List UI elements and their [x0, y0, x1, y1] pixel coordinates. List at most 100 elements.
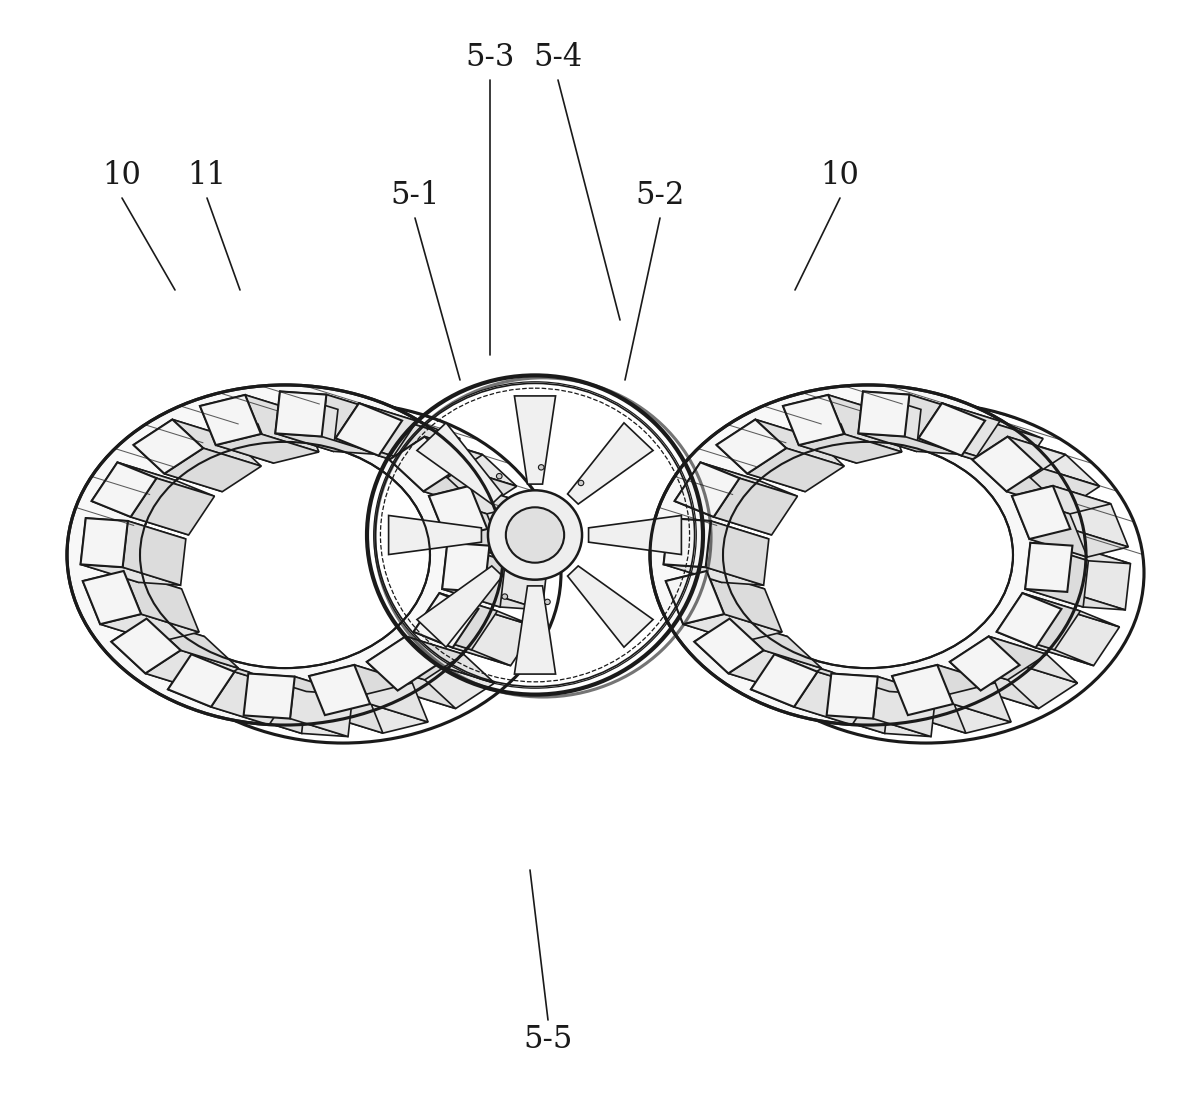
Polygon shape [950, 637, 1019, 691]
Polygon shape [168, 654, 249, 707]
Text: 5-4: 5-4 [533, 42, 582, 73]
Polygon shape [111, 642, 204, 692]
Polygon shape [664, 518, 710, 567]
Polygon shape [950, 637, 1047, 680]
Polygon shape [863, 392, 968, 413]
Polygon shape [701, 463, 798, 496]
Polygon shape [200, 395, 303, 424]
Polygon shape [335, 403, 417, 456]
Ellipse shape [502, 593, 508, 599]
Polygon shape [111, 619, 181, 673]
Polygon shape [568, 423, 653, 504]
Polygon shape [389, 436, 483, 478]
Text: 10: 10 [103, 159, 141, 190]
Polygon shape [919, 403, 985, 456]
Polygon shape [1030, 542, 1131, 563]
Polygon shape [962, 421, 1043, 474]
Text: 11: 11 [188, 159, 226, 190]
Polygon shape [355, 665, 428, 722]
Polygon shape [514, 396, 556, 484]
Polygon shape [367, 637, 436, 691]
Polygon shape [783, 395, 887, 424]
Polygon shape [666, 581, 742, 642]
Ellipse shape [140, 442, 430, 669]
Polygon shape [919, 438, 1019, 474]
Polygon shape [751, 690, 852, 725]
Polygon shape [101, 614, 199, 642]
Polygon shape [406, 637, 495, 683]
Polygon shape [145, 650, 238, 692]
Polygon shape [442, 542, 490, 592]
Polygon shape [827, 673, 889, 734]
Polygon shape [122, 521, 186, 586]
Polygon shape [1012, 486, 1070, 539]
Polygon shape [751, 654, 833, 707]
Polygon shape [1006, 468, 1100, 509]
Polygon shape [413, 632, 510, 665]
Polygon shape [276, 392, 326, 436]
Polygon shape [335, 438, 436, 474]
Polygon shape [666, 571, 724, 624]
Polygon shape [168, 654, 235, 707]
Polygon shape [1025, 542, 1088, 607]
Polygon shape [429, 486, 488, 539]
Polygon shape [243, 673, 307, 734]
Polygon shape [1012, 486, 1111, 514]
Polygon shape [453, 609, 537, 665]
Polygon shape [168, 690, 270, 725]
Polygon shape [146, 619, 238, 669]
Polygon shape [1022, 593, 1119, 627]
Polygon shape [973, 436, 1042, 492]
Polygon shape [728, 650, 822, 692]
Polygon shape [783, 406, 857, 463]
Polygon shape [997, 593, 1081, 650]
Polygon shape [873, 676, 936, 736]
Polygon shape [942, 403, 1043, 438]
Polygon shape [276, 433, 380, 455]
Polygon shape [908, 704, 1011, 733]
Polygon shape [997, 632, 1094, 665]
Polygon shape [748, 448, 845, 492]
Polygon shape [133, 420, 204, 474]
Polygon shape [389, 436, 459, 492]
Polygon shape [919, 403, 1000, 456]
Polygon shape [774, 654, 876, 690]
Polygon shape [893, 665, 954, 715]
Polygon shape [858, 392, 921, 452]
Polygon shape [91, 463, 175, 519]
Polygon shape [664, 565, 763, 586]
Polygon shape [756, 420, 845, 466]
Polygon shape [1029, 529, 1129, 557]
Polygon shape [695, 642, 786, 692]
Polygon shape [1025, 589, 1125, 610]
Polygon shape [831, 673, 936, 695]
Polygon shape [335, 403, 403, 456]
Ellipse shape [538, 465, 544, 470]
Polygon shape [664, 518, 727, 582]
Polygon shape [794, 672, 876, 725]
Polygon shape [858, 433, 963, 455]
Polygon shape [131, 478, 214, 535]
Polygon shape [674, 463, 739, 517]
Polygon shape [413, 593, 497, 650]
Polygon shape [83, 571, 182, 599]
Polygon shape [514, 586, 556, 674]
Polygon shape [674, 463, 758, 519]
Polygon shape [164, 448, 261, 492]
Polygon shape [248, 673, 352, 695]
Polygon shape [730, 619, 822, 669]
Polygon shape [367, 637, 464, 680]
Polygon shape [716, 445, 805, 492]
Polygon shape [290, 676, 352, 736]
Polygon shape [117, 463, 214, 496]
Polygon shape [280, 392, 385, 413]
Polygon shape [133, 445, 223, 492]
Polygon shape [111, 619, 205, 660]
Polygon shape [91, 501, 188, 535]
Polygon shape [379, 421, 460, 474]
Polygon shape [714, 478, 798, 535]
Polygon shape [246, 395, 319, 452]
Polygon shape [893, 665, 996, 694]
Polygon shape [973, 459, 1065, 509]
Text: 5-2: 5-2 [635, 179, 685, 210]
